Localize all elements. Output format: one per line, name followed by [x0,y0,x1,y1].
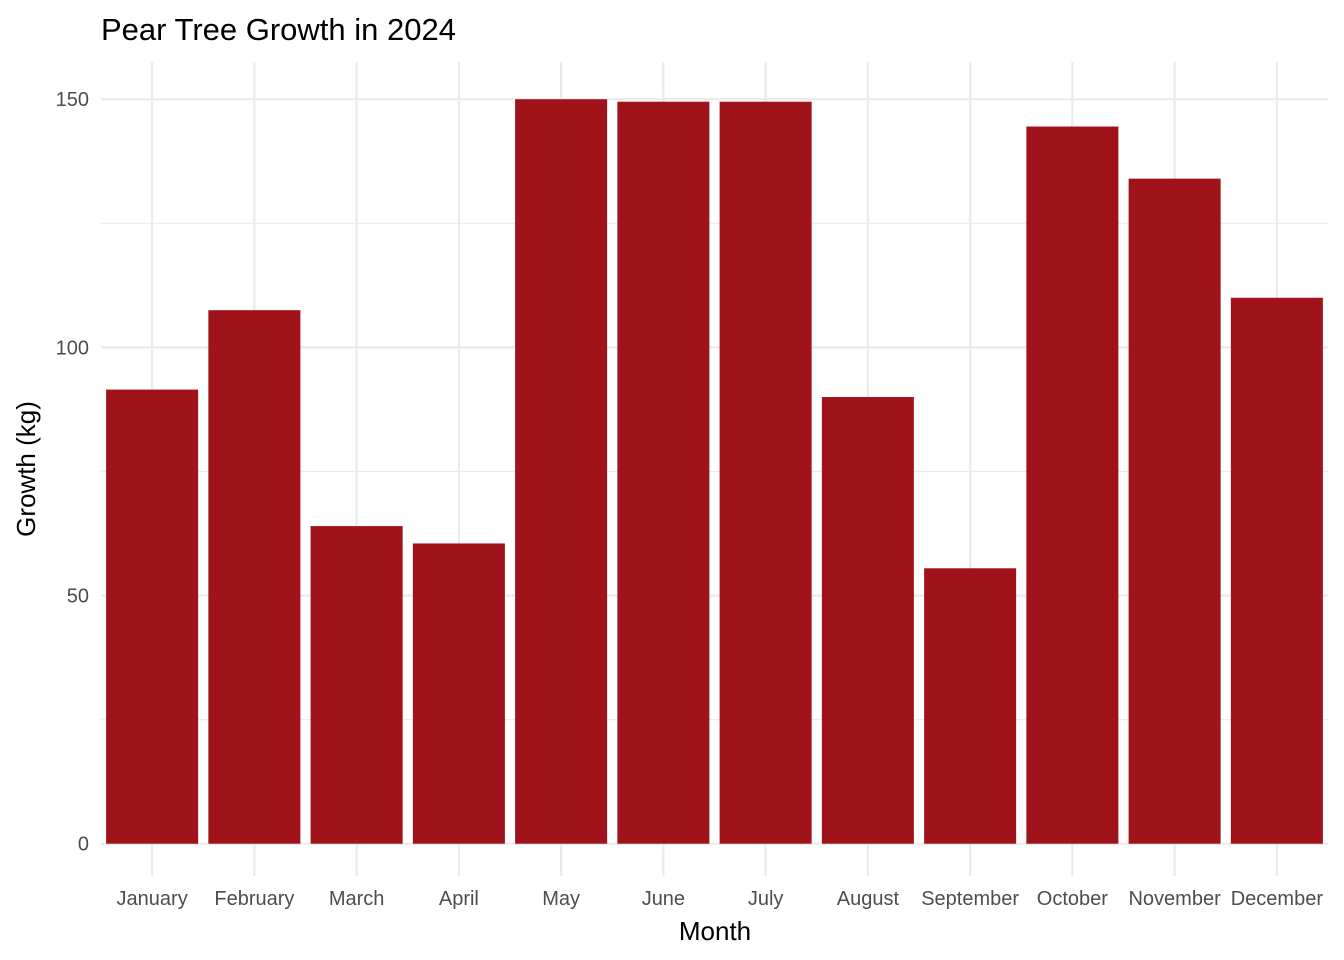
y-tick-labels: 0 50 100 150 [56,89,89,856]
bar-may [515,99,608,844]
x-tick-label: February [214,888,294,910]
x-tick-label: August [837,888,900,910]
bar-january [106,389,199,844]
y-tick-label: 100 [56,337,89,359]
x-axis-title: Month [679,916,751,946]
y-tick-label: 0 [78,834,89,856]
bar-april [412,543,505,844]
chart-title: Pear Tree Growth in 2024 [101,12,456,47]
bar-november [1128,178,1221,844]
bar-july [719,101,812,844]
x-tick-label: July [748,888,784,910]
x-tick-label: November [1128,888,1221,910]
bar-march [310,526,403,844]
x-tick-label: October [1037,888,1108,910]
bar-december [1230,297,1323,844]
bar-june [617,101,710,844]
bar-september [924,568,1017,844]
y-tick-label: 150 [56,89,89,111]
y-tick-label: 50 [67,586,89,608]
x-tick-label: April [439,888,479,910]
x-tick-label: September [921,888,1019,910]
x-tick-label: January [117,888,188,910]
bars [106,99,1323,844]
y-axis-title: Growth (kg) [11,401,41,537]
x-tick-label: May [542,888,580,910]
x-tick-labels: January February March April May June July Augu… [117,888,1324,910]
bar-october [1026,126,1119,844]
x-tick-label: March [329,888,385,910]
bar-august [821,397,914,844]
x-tick-label: December [1231,888,1324,910]
bar-february [208,310,301,844]
x-tick-label: June [642,888,685,910]
